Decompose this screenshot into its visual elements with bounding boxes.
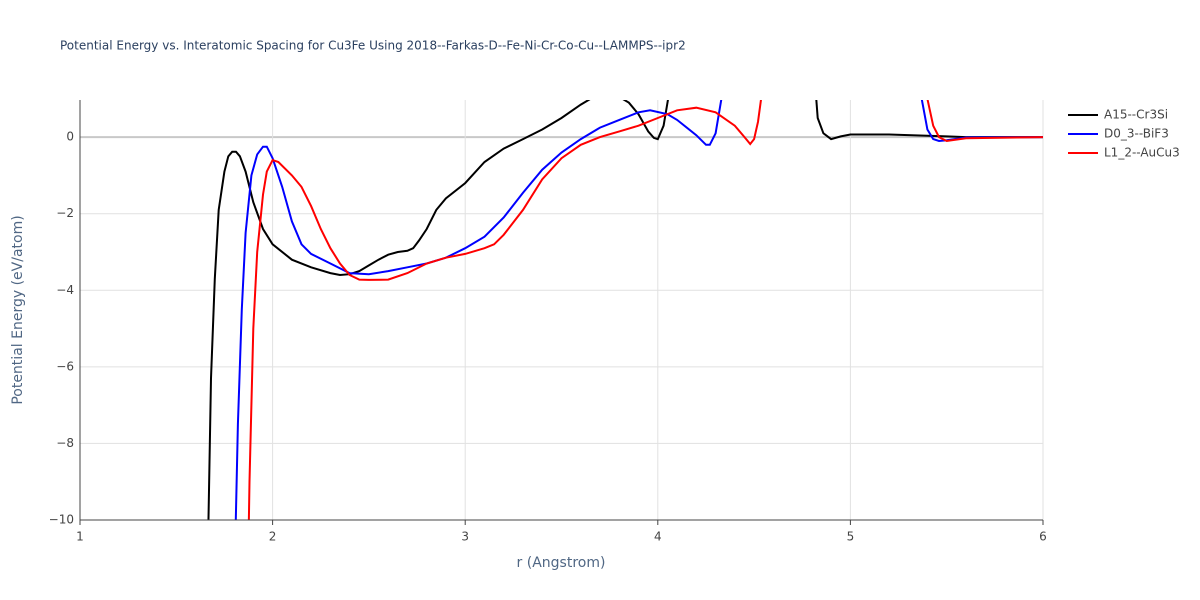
x-tick-label: 5 <box>847 530 855 544</box>
x-tick-label: 3 <box>461 530 469 544</box>
legend: A15--Cr3Si D0_3--BiF3 L1_2--AuCu3 <box>1068 108 1180 160</box>
y-tick-label: −6 <box>56 359 74 373</box>
x-tick-label: 2 <box>269 530 277 544</box>
x-tick-label: 6 <box>1039 530 1047 544</box>
y-tick-label: −10 <box>49 513 74 527</box>
x-tick-label: 4 <box>654 530 662 544</box>
legend-label: D0_3--BiF3 <box>1104 127 1169 141</box>
y-tick-label: 0 <box>66 130 74 144</box>
chart-title: Potential Energy vs. Interatomic Spacing… <box>60 39 686 53</box>
x-tick-label: 1 <box>76 530 84 544</box>
y-tick-label: −8 <box>56 436 74 450</box>
series-line <box>207 100 1043 520</box>
y-tick-label: −2 <box>56 206 74 220</box>
y-tick-label: −4 <box>56 283 74 297</box>
x-axis-title: r (Angstrom) <box>517 555 606 571</box>
y-axis-title: Potential Energy (eV/atom) <box>10 215 26 404</box>
legend-label: A15--Cr3Si <box>1104 108 1168 122</box>
legend-label: L1_2--AuCu3 <box>1104 146 1180 160</box>
series-line <box>234 100 1043 520</box>
grid <box>79 100 1044 521</box>
plot-area <box>207 100 1043 520</box>
series-line <box>247 100 1043 520</box>
